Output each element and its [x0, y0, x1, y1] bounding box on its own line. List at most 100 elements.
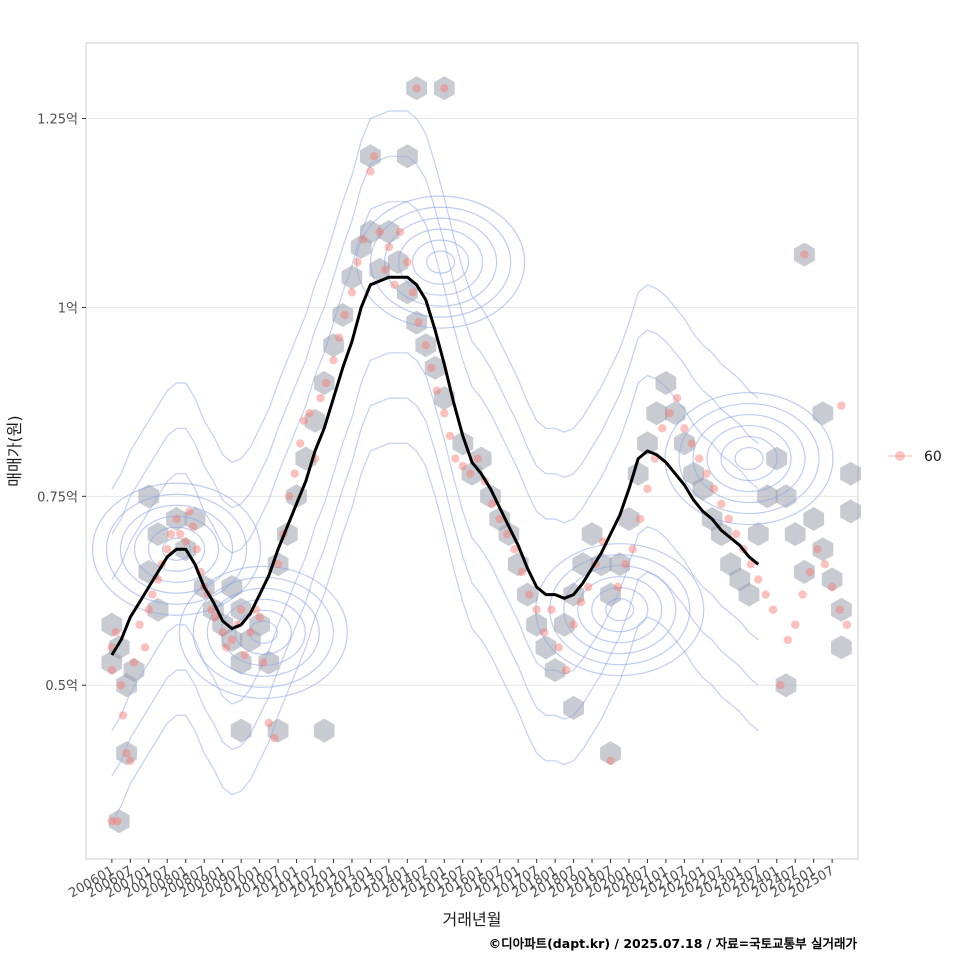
contour-line — [678, 402, 820, 515]
y-axis-title: 매매가(원) — [5, 415, 24, 486]
contour-band — [111, 110, 759, 490]
contour-line — [577, 576, 663, 644]
hexbin-cell — [554, 612, 575, 637]
trend-line — [110, 275, 760, 656]
data-point — [122, 749, 131, 758]
data-point — [502, 529, 512, 539]
data-point — [800, 250, 809, 259]
contour-line — [706, 424, 792, 493]
data-point — [820, 560, 829, 569]
data-point — [768, 605, 778, 614]
data-point — [259, 658, 268, 667]
hexbin-cell — [600, 741, 621, 766]
contour-line — [192, 576, 334, 688]
point-layer — [107, 84, 852, 826]
hexbin-cell — [101, 612, 123, 637]
y-tick-label: 1.25억 — [37, 113, 78, 128]
data-point — [129, 658, 139, 667]
contour-line — [664, 391, 834, 526]
hexbin-cell — [230, 650, 252, 675]
hexbin-cell — [655, 371, 677, 395]
contour-line — [370, 206, 512, 318]
contour-line — [161, 537, 192, 561]
data-point — [255, 613, 264, 622]
contour-band — [111, 442, 759, 822]
hexbin-cell — [258, 650, 280, 675]
contour-line — [119, 504, 234, 594]
data-point — [628, 545, 637, 554]
data-point — [672, 393, 682, 403]
hexbin-cell — [406, 310, 427, 335]
contour-line — [734, 446, 764, 471]
hexbin-cell — [692, 476, 714, 501]
hexbin-cell — [794, 242, 815, 267]
data-point — [299, 416, 309, 425]
data-point — [665, 409, 674, 418]
data-point — [207, 605, 216, 614]
data-point — [761, 590, 770, 599]
contour-line — [147, 526, 206, 572]
contour-band — [111, 155, 759, 535]
hexbin-cell — [831, 635, 852, 660]
data-point — [613, 582, 623, 592]
contour-band — [111, 352, 759, 731]
data-point — [126, 756, 135, 765]
data-point — [414, 318, 423, 327]
hexbin-cell — [108, 809, 130, 834]
data-point — [561, 665, 571, 675]
data-point — [539, 628, 549, 637]
legend-key-point — [895, 451, 905, 461]
contour-line — [549, 554, 691, 666]
hexbin-cell — [267, 718, 289, 743]
y-tick-label: 1억 — [58, 301, 78, 316]
hexbin-cell — [775, 673, 797, 698]
data-point — [465, 469, 475, 478]
data-point — [621, 560, 630, 569]
hexbin-cell — [563, 695, 584, 720]
data-point — [227, 635, 237, 645]
caption: ©디아파트(dapt.kr) / 2025.07.18 / 자료=국토교통부 실… — [489, 936, 858, 951]
data-point — [188, 522, 198, 531]
data-point — [246, 628, 255, 637]
data-point — [412, 84, 421, 93]
hexbin-cell — [572, 552, 594, 577]
contour-line — [356, 195, 526, 329]
data-point — [643, 484, 652, 493]
data-point — [427, 363, 436, 373]
contour-line — [412, 239, 470, 285]
data-point — [172, 514, 181, 524]
contour-line — [692, 413, 806, 504]
hexbin-cell — [646, 401, 668, 426]
data-point — [791, 620, 800, 629]
data-point — [783, 635, 793, 645]
data-point — [166, 529, 176, 539]
contour-line — [591, 587, 649, 633]
x-axis-title: 거래년월 — [443, 910, 502, 929]
data-point — [222, 643, 231, 652]
hexbin-cell — [803, 507, 825, 531]
contour-line — [105, 493, 248, 605]
y-tick-label: 0.5억 — [45, 679, 78, 694]
data-point — [192, 545, 202, 554]
data-point — [532, 605, 541, 614]
data-point — [495, 514, 504, 524]
hexbin-cell — [517, 582, 538, 607]
hexbin-cell — [600, 582, 621, 607]
data-point — [569, 620, 578, 629]
hexbin-cell — [738, 582, 760, 607]
hexbin-cell — [664, 401, 686, 426]
contour-line — [133, 515, 220, 583]
data-point — [517, 567, 527, 577]
data-point — [296, 439, 305, 448]
data-point — [107, 817, 117, 826]
data-point — [148, 590, 157, 599]
hexbin-cell — [249, 612, 270, 637]
hexbin-cell — [166, 507, 187, 531]
hexbin-cell — [637, 431, 658, 456]
hexbin-cell — [747, 522, 769, 547]
data-point — [776, 681, 785, 690]
data-point — [113, 817, 122, 826]
contour-line — [220, 598, 306, 666]
data-point — [144, 605, 153, 614]
data-point — [290, 469, 299, 478]
